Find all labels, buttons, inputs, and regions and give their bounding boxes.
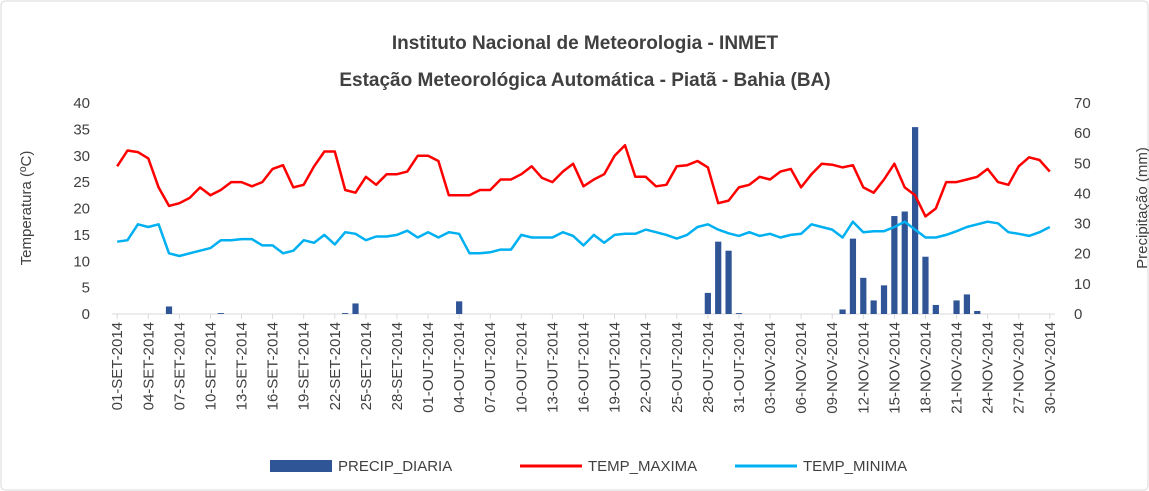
x-tick-label: 18-NOV-2014 (917, 322, 934, 414)
bar (217, 313, 224, 314)
y-tick-label: 10 (73, 253, 90, 270)
x-tick-label: 03-NOV-2014 (762, 322, 779, 414)
x-tick-label: 12-NOV-2014 (855, 322, 872, 414)
y2-tick-label: 50 (1074, 155, 1091, 172)
bar (725, 250, 732, 314)
y2-tick-label: 10 (1074, 276, 1091, 293)
x-tick-label: 13-SET-2014 (234, 322, 251, 410)
y2-tick-label: 20 (1074, 246, 1091, 263)
y-tick-label: 35 (73, 121, 90, 138)
y2-tick-label: 0 (1074, 306, 1082, 323)
x-tick-label: 07-OUT-2014 (482, 322, 499, 413)
bar (911, 127, 919, 314)
x-tick-label: 16-OUT-2014 (576, 322, 593, 413)
x-tick-label: 01-OUT-2014 (420, 322, 437, 413)
x-tick-label: 10-OUT-2014 (513, 322, 530, 413)
bar (880, 285, 888, 314)
legend-label: TEMP_MAXIMA (588, 458, 697, 475)
bar (860, 277, 867, 314)
legend-label: PRECIP_DIARIA (338, 458, 452, 475)
x-tick-label: 01-SET-2014 (109, 322, 126, 410)
x-tick-label: 28-OUT-2014 (700, 322, 717, 413)
bar (839, 309, 846, 314)
chart-subtitle: Estação Meteorológica Automática - Piatã… (339, 70, 830, 91)
x-tick-label: 13-OUT-2014 (544, 322, 561, 413)
chart-title: Instituto Nacional de Meteorologia - INM… (392, 33, 779, 54)
y-tick-label: 40 (73, 95, 90, 112)
x-tick-label: 09-NOV-2014 (824, 322, 841, 414)
bar (456, 301, 463, 314)
y-tick-label: 0 (82, 306, 90, 323)
bar (704, 292, 711, 314)
bar (891, 216, 898, 314)
y2-axis-label: Precipitação (mm) (1134, 147, 1149, 269)
x-tick-label: 04-SET-2014 (140, 322, 157, 410)
x-tick-label: 27-NOV-2014 (1011, 322, 1028, 414)
bar (932, 304, 939, 314)
line (116, 143, 1051, 218)
bar (849, 238, 857, 314)
legend-swatch (270, 460, 332, 472)
x-tick-label: 30-NOV-2014 (1042, 322, 1059, 414)
x-tick-label: 31-OUT-2014 (731, 322, 748, 413)
x-tick-label: 06-NOV-2014 (793, 322, 810, 414)
bar (165, 306, 173, 314)
y-tick-label: 15 (73, 227, 90, 244)
line (117, 220, 1051, 258)
bar (352, 303, 359, 314)
x-tick-label: 10-SET-2014 (202, 322, 219, 410)
x-tick-label: 22-OUT-2014 (638, 322, 655, 413)
y-axis-label: Temperatura (ºC) (18, 151, 35, 266)
bar (735, 313, 743, 314)
x-tick-label: 04-OUT-2014 (451, 322, 468, 413)
x-tick-label: 28-SET-2014 (389, 322, 406, 410)
x-tick-label: 22-SET-2014 (327, 322, 344, 410)
bar (974, 310, 981, 314)
x-tick-label: 21-NOV-2014 (949, 322, 966, 414)
bar (342, 313, 349, 314)
y-tick-label: 5 (82, 280, 90, 297)
y-tick-label: 25 (73, 174, 90, 191)
x-tick-label: 25-OUT-2014 (669, 322, 686, 413)
legend-label: TEMP_MINIMA (803, 458, 907, 475)
x-tick-label: 19-SET-2014 (296, 322, 313, 410)
x-tick-label: 25-SET-2014 (358, 322, 375, 410)
bar (922, 256, 929, 314)
x-tick-label: 16-SET-2014 (265, 322, 282, 410)
y-tick-label: 30 (73, 148, 90, 165)
bar (901, 211, 908, 314)
y-tick-label: 20 (73, 201, 90, 218)
bar (870, 300, 877, 314)
bar (953, 300, 960, 314)
bar (963, 294, 971, 314)
y2-tick-label: 40 (1074, 185, 1091, 202)
bar (715, 241, 722, 314)
x-tick-label: 07-SET-2014 (171, 322, 188, 410)
x-tick-label: 19-OUT-2014 (607, 322, 624, 413)
y2-tick-label: 30 (1074, 216, 1091, 233)
y2-tick-label: 60 (1074, 125, 1091, 142)
x-tick-label: 15-NOV-2014 (886, 322, 903, 414)
x-tick-label: 24-NOV-2014 (980, 322, 997, 414)
y2-tick-label: 70 (1074, 95, 1091, 112)
